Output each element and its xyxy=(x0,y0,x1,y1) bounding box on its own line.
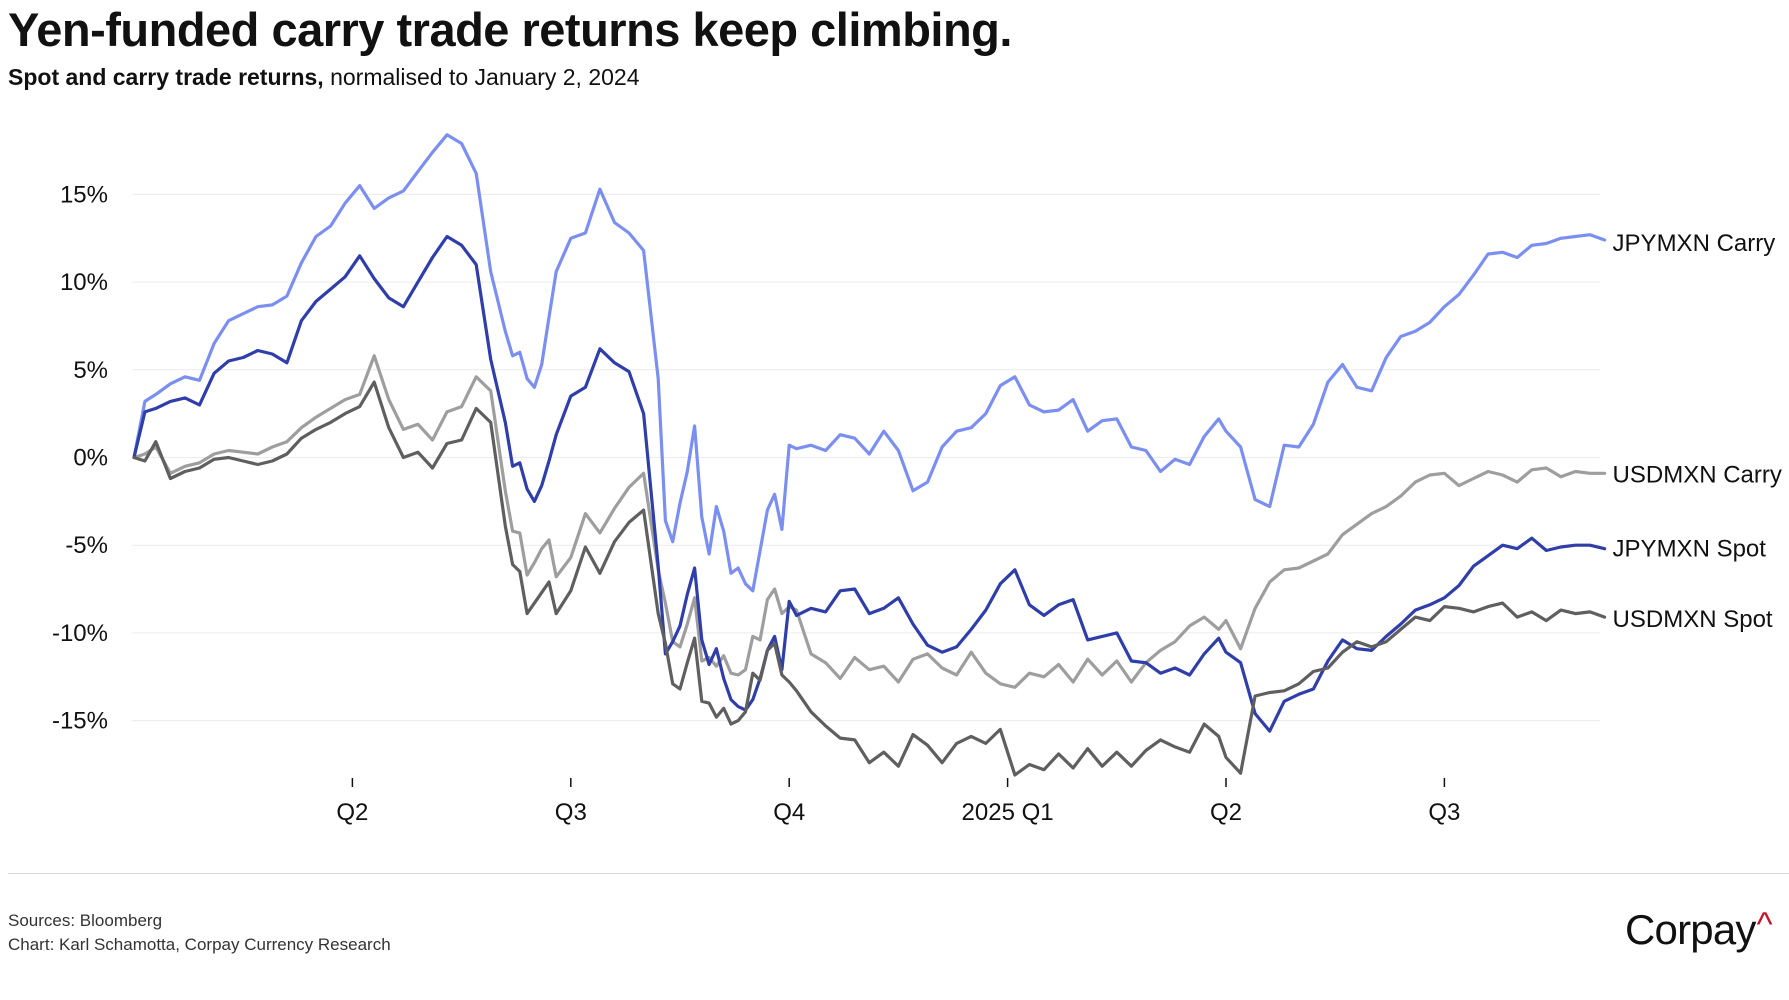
x-tick-label: Q2 xyxy=(336,799,368,826)
line-chart: 15%10%5%0%-5%-10%-15% Q2 Q3 Q4 2025 Q1 Q2 Q3 … xyxy=(52,133,1782,826)
brand-wordmark: Corpay xyxy=(1625,906,1756,953)
sources-note: Sources: Bloomberg xyxy=(8,911,163,930)
x-tick-label: Q4 xyxy=(773,799,805,826)
y-tick-label: 0% xyxy=(73,445,108,472)
y-tick-label: 10% xyxy=(60,269,108,296)
chart-title: Yen-funded carry trade returns keep clim… xyxy=(8,3,1012,56)
series-labels: JPYMXN Carry USDMXN Carry JPYMXN Spot USDMX… xyxy=(1613,230,1782,633)
y-tick-label: 15% xyxy=(60,181,108,208)
x-tick-label: Q3 xyxy=(555,799,587,826)
series-line-jpymxn-carry xyxy=(132,133,1607,593)
subtitle-regular: normalised to January 2, 2024 xyxy=(330,64,640,90)
corpay-logo: Corpay^ xyxy=(1625,906,1773,954)
y-tick-label: -10% xyxy=(52,620,108,647)
series-line-usdmxn-spot xyxy=(132,380,1607,777)
x-axis-ticks: Q2 Q3 Q4 2025 Q1 Q2 Q3 xyxy=(336,778,1460,826)
series-label-jpymxn-carry: JPYMXN Carry xyxy=(1613,230,1776,257)
y-tick-label: -5% xyxy=(65,532,108,559)
brand-caret-icon: ^ xyxy=(1756,906,1773,944)
y-axis-ticks: 15% 10% 5% 0% -5% -10% -15% xyxy=(52,181,108,734)
y-tick-label: 5% xyxy=(73,357,108,384)
series-lines xyxy=(132,133,1607,777)
chart-subtitle: Spot and carry trade returns, normalised… xyxy=(8,64,640,91)
x-tick-label: Q2 xyxy=(1210,799,1242,826)
series-label-usdmxn-carry: USDMXN Carry xyxy=(1613,461,1782,488)
chart-credit: Chart: Karl Schamotta, Corpay Currency R… xyxy=(8,935,391,954)
series-label-jpymxn-spot: JPYMXN Spot xyxy=(1613,536,1767,563)
x-tick-label: 2025 Q1 xyxy=(962,799,1054,826)
subtitle-bold: Spot and carry trade returns, xyxy=(8,64,324,90)
x-tick-label: Q3 xyxy=(1428,799,1460,826)
series-label-usdmxn-spot: USDMXN Spot xyxy=(1613,606,1773,633)
y-tick-label: -15% xyxy=(52,708,108,735)
series-line-usdmxn-carry xyxy=(132,354,1607,689)
footer-divider xyxy=(8,873,1789,874)
series-line-jpymxn-spot xyxy=(132,234,1607,733)
